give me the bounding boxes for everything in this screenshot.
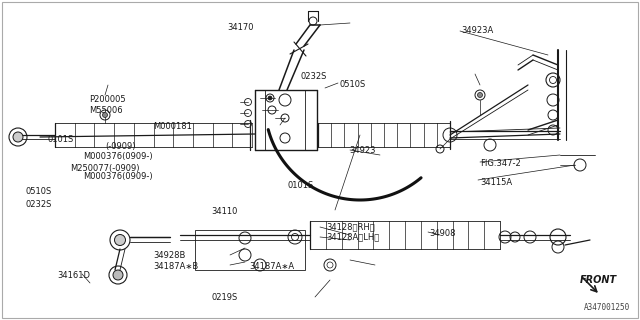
Text: 34928B: 34928B — [154, 252, 186, 260]
Text: 34187A∗B: 34187A∗B — [154, 262, 199, 271]
Text: 34161D: 34161D — [58, 271, 91, 280]
Text: 34128A〈LH〉: 34128A〈LH〉 — [326, 232, 380, 241]
Circle shape — [477, 92, 483, 98]
Text: 34110: 34110 — [211, 207, 237, 216]
Text: FIG.347-2: FIG.347-2 — [480, 159, 521, 168]
Circle shape — [113, 270, 123, 280]
Circle shape — [13, 132, 23, 142]
Text: M250077(-0909): M250077(-0909) — [70, 164, 140, 172]
Text: 34170: 34170 — [227, 23, 253, 32]
Text: 0232S: 0232S — [301, 72, 327, 81]
Text: 0510S: 0510S — [26, 188, 52, 196]
Text: 0219S: 0219S — [211, 293, 237, 302]
Circle shape — [102, 113, 108, 117]
Text: M000181: M000181 — [154, 122, 193, 131]
Text: 34923A: 34923A — [461, 26, 493, 35]
Text: M000376(0909-): M000376(0909-) — [83, 152, 153, 161]
Circle shape — [115, 235, 125, 245]
Text: FRONT: FRONT — [580, 275, 617, 285]
Text: 0101S: 0101S — [48, 135, 74, 144]
Text: 34115A: 34115A — [480, 178, 512, 187]
Text: (-0909): (-0909) — [106, 142, 136, 151]
Text: 34187A∗A: 34187A∗A — [250, 262, 295, 271]
Text: 34923: 34923 — [349, 146, 375, 155]
Text: M55006: M55006 — [90, 106, 124, 115]
Text: 0101S: 0101S — [288, 181, 314, 190]
Text: P200005: P200005 — [90, 95, 126, 104]
Circle shape — [268, 96, 272, 100]
Text: 0510S: 0510S — [339, 80, 365, 89]
Bar — [195, 230, 305, 270]
Text: 34128〈RH〉: 34128〈RH〉 — [326, 223, 375, 232]
Text: M000376(0909-): M000376(0909-) — [83, 172, 153, 180]
Text: A347001250: A347001250 — [584, 303, 630, 312]
Text: 0232S: 0232S — [26, 200, 52, 209]
Text: 34908: 34908 — [429, 229, 455, 238]
